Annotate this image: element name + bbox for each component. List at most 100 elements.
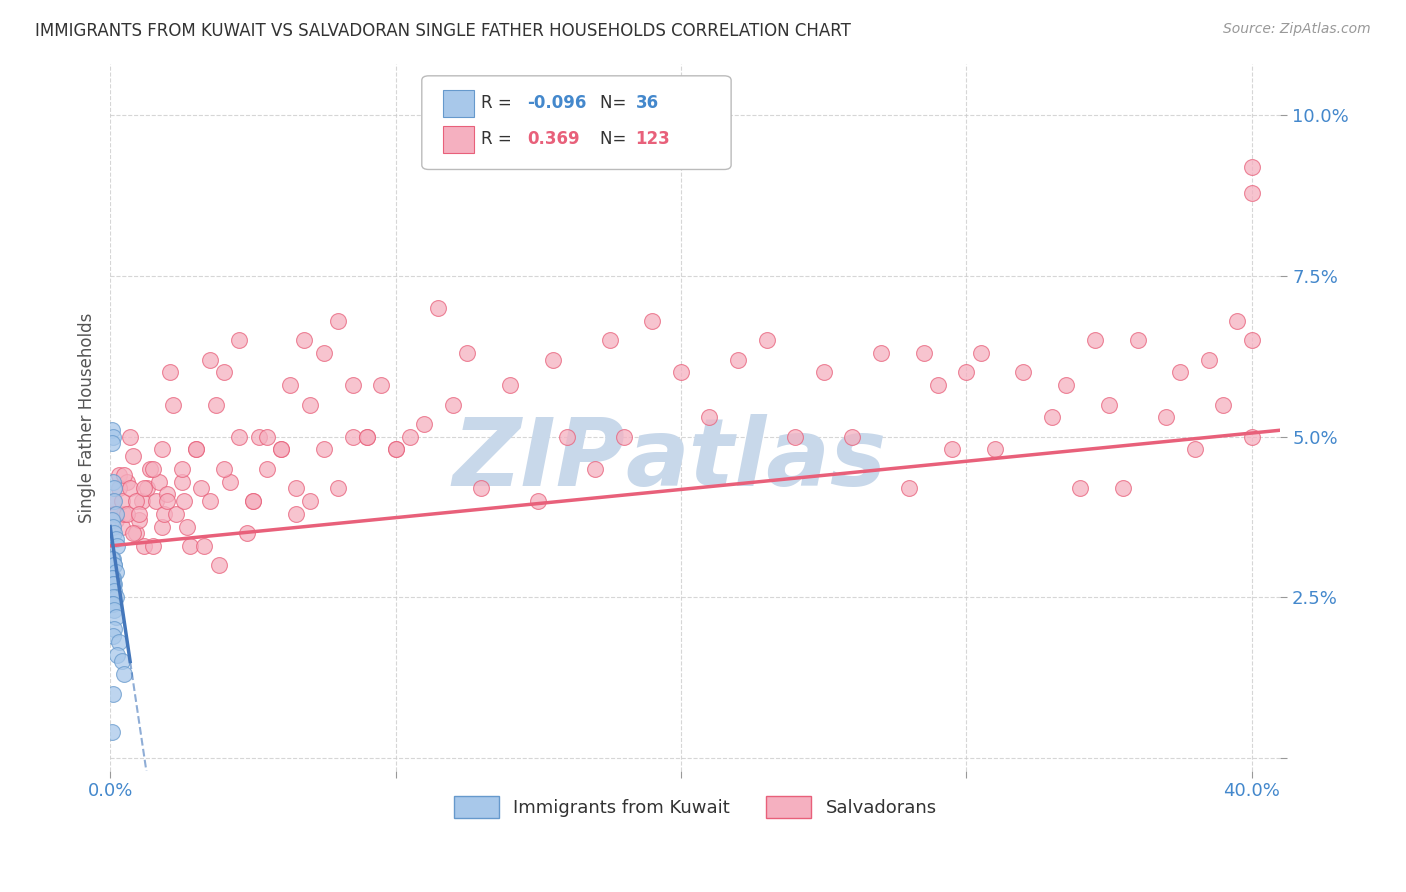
Point	[122, 449, 145, 463]
Point	[256, 462, 278, 476]
Point	[214, 462, 236, 476]
Point	[103, 526, 125, 541]
Point	[101, 436, 124, 450]
Point	[139, 462, 162, 476]
Point	[110, 655, 132, 669]
Point	[583, 462, 606, 476]
Point	[755, 333, 778, 347]
Point	[131, 494, 153, 508]
Point	[384, 442, 406, 457]
Text: 0.369: 0.369	[527, 130, 579, 148]
Point	[228, 333, 250, 347]
Point	[499, 378, 522, 392]
Point	[228, 430, 250, 444]
Point	[1112, 481, 1135, 495]
Point	[107, 468, 129, 483]
Point	[101, 571, 124, 585]
Point	[110, 494, 132, 508]
Point	[342, 378, 364, 392]
Point	[104, 609, 127, 624]
Point	[456, 346, 478, 360]
Text: 36: 36	[636, 95, 658, 112]
Point	[103, 558, 125, 573]
Point	[599, 333, 621, 347]
Point	[101, 551, 124, 566]
Point	[134, 539, 156, 553]
Point	[413, 417, 436, 431]
Point	[176, 519, 198, 533]
Point	[1084, 333, 1107, 347]
Point	[1184, 442, 1206, 457]
Point	[869, 346, 891, 360]
Point	[284, 481, 307, 495]
Point	[1098, 398, 1121, 412]
Point	[204, 398, 226, 412]
Point	[1226, 314, 1249, 328]
Point	[813, 365, 835, 379]
Point	[101, 687, 124, 701]
Text: R =: R =	[481, 95, 517, 112]
Point	[105, 648, 128, 662]
Point	[955, 365, 977, 379]
Point	[145, 494, 167, 508]
Point	[110, 519, 132, 533]
Point	[104, 565, 127, 579]
Point	[122, 526, 145, 541]
Point	[284, 507, 307, 521]
Point	[1212, 398, 1234, 412]
Point	[128, 507, 150, 521]
Point	[1012, 365, 1035, 379]
Point	[669, 365, 692, 379]
Text: ZIP: ZIP	[453, 414, 626, 506]
Point	[101, 475, 124, 489]
Point	[103, 507, 125, 521]
Point	[1240, 160, 1263, 174]
Point	[314, 442, 336, 457]
Point	[427, 301, 450, 315]
Point	[179, 539, 201, 553]
Point	[103, 558, 125, 573]
Point	[101, 597, 124, 611]
Point	[555, 430, 578, 444]
Point	[150, 442, 173, 457]
Point	[270, 442, 292, 457]
Point	[384, 442, 406, 457]
Point	[120, 430, 142, 444]
Point	[103, 481, 125, 495]
Text: N=: N=	[600, 130, 631, 148]
Point	[184, 442, 207, 457]
Point	[120, 481, 142, 495]
Point	[142, 462, 165, 476]
Point	[198, 494, 221, 508]
Point	[328, 314, 350, 328]
Point	[134, 481, 156, 495]
Point	[125, 526, 148, 541]
Point	[105, 539, 128, 553]
Point	[156, 494, 179, 508]
Point	[242, 494, 264, 508]
Point	[292, 333, 315, 347]
Point	[1069, 481, 1091, 495]
Point	[1240, 333, 1263, 347]
Point	[100, 423, 122, 437]
Point	[370, 378, 392, 392]
Point	[1040, 410, 1063, 425]
Text: Source: ZipAtlas.com: Source: ZipAtlas.com	[1223, 22, 1371, 37]
Point	[136, 481, 159, 495]
Point	[941, 442, 963, 457]
Point	[1198, 352, 1220, 367]
Point	[470, 481, 492, 495]
Point	[170, 462, 193, 476]
Legend: Immigrants from Kuwait, Salvadorans: Immigrants from Kuwait, Salvadorans	[447, 789, 943, 825]
Text: IMMIGRANTS FROM KUWAIT VS SALVADORAN SINGLE FATHER HOUSEHOLDS CORRELATION CHART: IMMIGRANTS FROM KUWAIT VS SALVADORAN SIN…	[35, 22, 851, 40]
Point	[101, 571, 124, 585]
Text: N=: N=	[600, 95, 631, 112]
Point	[841, 430, 863, 444]
Point	[190, 481, 212, 495]
Point	[104, 507, 127, 521]
Point	[184, 442, 207, 457]
Point	[159, 365, 181, 379]
Point	[527, 494, 550, 508]
Point	[101, 430, 124, 444]
Point	[207, 558, 229, 573]
